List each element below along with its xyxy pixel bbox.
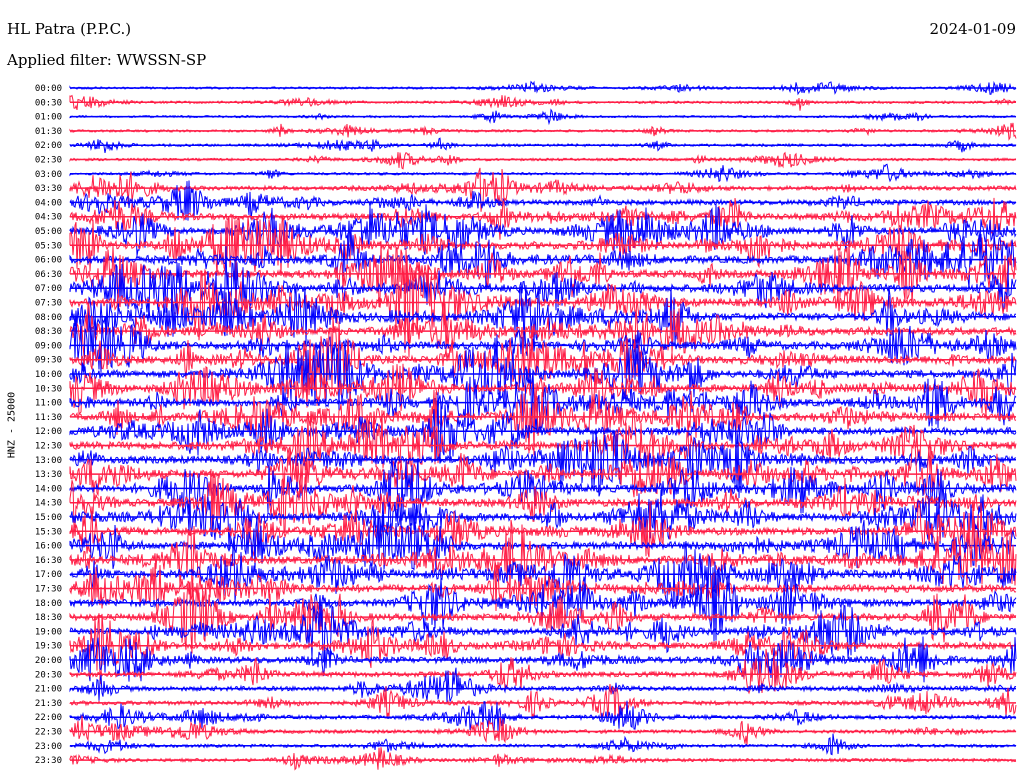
- time-label: 20:00: [35, 656, 62, 666]
- time-label: 06:00: [35, 256, 62, 266]
- time-label: 21:00: [35, 685, 62, 695]
- time-label: 09:30: [35, 356, 62, 366]
- time-label: 03:00: [35, 170, 62, 180]
- filter-label: Applied filter: WWSSN-SP: [7, 51, 207, 69]
- time-label: 02:30: [35, 156, 62, 166]
- time-label: 22:30: [35, 728, 62, 738]
- time-label: 00:00: [35, 84, 62, 94]
- trace-line: [69, 510, 1017, 572]
- trace-line: [69, 438, 1017, 498]
- time-label: 03:30: [35, 184, 62, 194]
- trace-line: [69, 747, 1017, 771]
- time-label: 10:30: [35, 384, 62, 394]
- time-label: 15:00: [35, 513, 62, 523]
- station-title: HL Patra (P.P.C.): [7, 20, 132, 38]
- time-label: 00:30: [35, 98, 62, 108]
- trace-line: [69, 180, 1017, 221]
- time-label: 23:00: [35, 742, 62, 752]
- time-label: 15:30: [35, 527, 62, 537]
- time-label: 12:30: [35, 442, 62, 452]
- time-label: 04:30: [35, 213, 62, 223]
- time-label: 13:00: [35, 456, 62, 466]
- time-label: 21:30: [35, 699, 62, 709]
- time-label: 01:00: [35, 113, 62, 123]
- time-label: 04:00: [35, 198, 62, 208]
- time-label: 16:30: [35, 556, 62, 566]
- trace-line: [69, 197, 1017, 240]
- trace-line: [69, 334, 1017, 411]
- trace-line: [69, 715, 1017, 745]
- time-label: 10:00: [35, 370, 62, 380]
- time-label: 06:30: [35, 270, 62, 280]
- time-label: 14:00: [35, 484, 62, 494]
- time-label: 22:00: [35, 713, 62, 723]
- time-label: 08:30: [35, 327, 62, 337]
- time-label: 05:30: [35, 241, 62, 251]
- trace-line: [69, 163, 1017, 183]
- trace-line: [69, 229, 1017, 291]
- time-label: 19:00: [35, 627, 62, 637]
- trace-line: [69, 383, 1017, 456]
- trace-line: [69, 316, 1017, 392]
- trace-line: [69, 151, 1017, 170]
- time-label: 13:30: [35, 470, 62, 480]
- time-label: 11:30: [35, 413, 62, 423]
- trace-line: [69, 363, 1017, 416]
- time-label: 16:00: [35, 542, 62, 552]
- time-label: 08:00: [35, 313, 62, 323]
- time-label: 17:00: [35, 570, 62, 580]
- trace-line: [69, 600, 1017, 664]
- time-label: 07:00: [35, 284, 62, 294]
- time-label: 18:00: [35, 599, 62, 609]
- time-label: 17:30: [35, 585, 62, 595]
- time-label: 11:00: [35, 399, 62, 409]
- trace-line: [69, 733, 1017, 756]
- time-label: 09:00: [35, 341, 62, 351]
- time-label: 02:00: [35, 141, 62, 151]
- time-label: 07:30: [35, 299, 62, 309]
- time-label: 23:30: [35, 756, 62, 766]
- trace-line: [69, 667, 1017, 703]
- time-label: 18:30: [35, 613, 62, 623]
- trace-line: [69, 541, 1017, 609]
- time-label: 05:00: [35, 227, 62, 237]
- trace-line: [69, 468, 1017, 534]
- time-label: 12:00: [35, 427, 62, 437]
- date-label: 2024-01-09: [929, 20, 1016, 38]
- time-label: 14:30: [35, 499, 62, 509]
- trace-line: [69, 301, 1017, 357]
- trace-line: [69, 700, 1017, 732]
- time-label: 20:30: [35, 670, 62, 680]
- trace-line: [69, 489, 1017, 549]
- time-label: 19:30: [35, 642, 62, 652]
- time-label: 01:30: [35, 127, 62, 137]
